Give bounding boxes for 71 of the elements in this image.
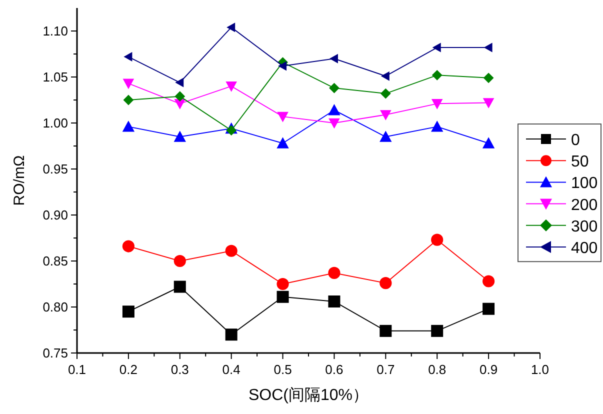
- point: [277, 112, 288, 122]
- x-tick-label: 1.0: [530, 362, 550, 377]
- y-tick-label: 1.05: [42, 70, 68, 84]
- y-tick-label: 0.75: [42, 346, 68, 360]
- point: [380, 277, 392, 290]
- y-tick-label: 0.90: [42, 208, 68, 222]
- point: [380, 110, 392, 120]
- point: [482, 275, 495, 288]
- point: [276, 290, 289, 303]
- legend-label: 100: [571, 175, 598, 192]
- point: [380, 130, 392, 142]
- point: [122, 78, 134, 90]
- y-tick-label: 1.00: [42, 116, 68, 130]
- point: [174, 91, 186, 102]
- point: [484, 42, 492, 52]
- point: [122, 240, 134, 252]
- x-tick-label: 0.3: [170, 362, 189, 377]
- point: [225, 328, 238, 341]
- point: [482, 137, 495, 148]
- point: [122, 306, 134, 318]
- point: [431, 120, 444, 132]
- y-tick-label: 1.10: [42, 24, 68, 38]
- x-tick-label: 0.6: [325, 362, 344, 377]
- x-tick-label: 0.8: [428, 362, 446, 377]
- x-tick-label: 0.1: [68, 362, 86, 377]
- y-tick-label: 0.85: [42, 254, 68, 268]
- point: [276, 137, 289, 148]
- point: [174, 130, 186, 142]
- point: [482, 302, 495, 315]
- point: [278, 61, 287, 71]
- point: [174, 280, 186, 293]
- x-tick-label: 0.2: [119, 362, 138, 377]
- x-axis-title: SOC(间隔10%）: [248, 386, 369, 404]
- point: [380, 324, 392, 337]
- point: [482, 98, 494, 108]
- point: [431, 234, 444, 246]
- y-axis-title: RO/mΩ: [11, 155, 28, 206]
- point: [380, 88, 391, 99]
- y-tick-label: 0.95: [42, 162, 68, 176]
- point: [328, 118, 340, 129]
- point: [432, 70, 442, 80]
- point: [276, 278, 289, 290]
- x-tick-label: 0.5: [274, 362, 292, 377]
- point: [431, 99, 443, 110]
- point: [483, 72, 494, 84]
- x-tick-label: 0.9: [480, 362, 498, 377]
- point: [123, 94, 134, 106]
- point: [329, 82, 340, 94]
- point: [226, 22, 236, 32]
- point: [328, 266, 340, 280]
- point: [431, 324, 444, 337]
- legend-label: 50: [571, 154, 589, 171]
- legend-label: 400: [571, 240, 598, 257]
- legend-label: 300: [571, 218, 598, 236]
- legend-label: 0: [571, 132, 580, 149]
- y-tick-label: 0.80: [42, 300, 68, 314]
- point: [329, 54, 338, 64]
- point: [175, 78, 184, 88]
- point: [174, 254, 186, 268]
- point: [124, 52, 132, 62]
- point: [226, 82, 237, 92]
- point: [380, 71, 390, 81]
- x-tick-label: 0.4: [222, 362, 240, 377]
- legend-label: 200: [571, 196, 598, 214]
- point: [328, 104, 340, 116]
- point: [328, 295, 340, 308]
- point: [225, 244, 238, 257]
- point: [432, 42, 441, 52]
- x-tick-label: 0.7: [376, 362, 395, 377]
- point: [122, 120, 135, 132]
- point: [226, 125, 237, 136]
